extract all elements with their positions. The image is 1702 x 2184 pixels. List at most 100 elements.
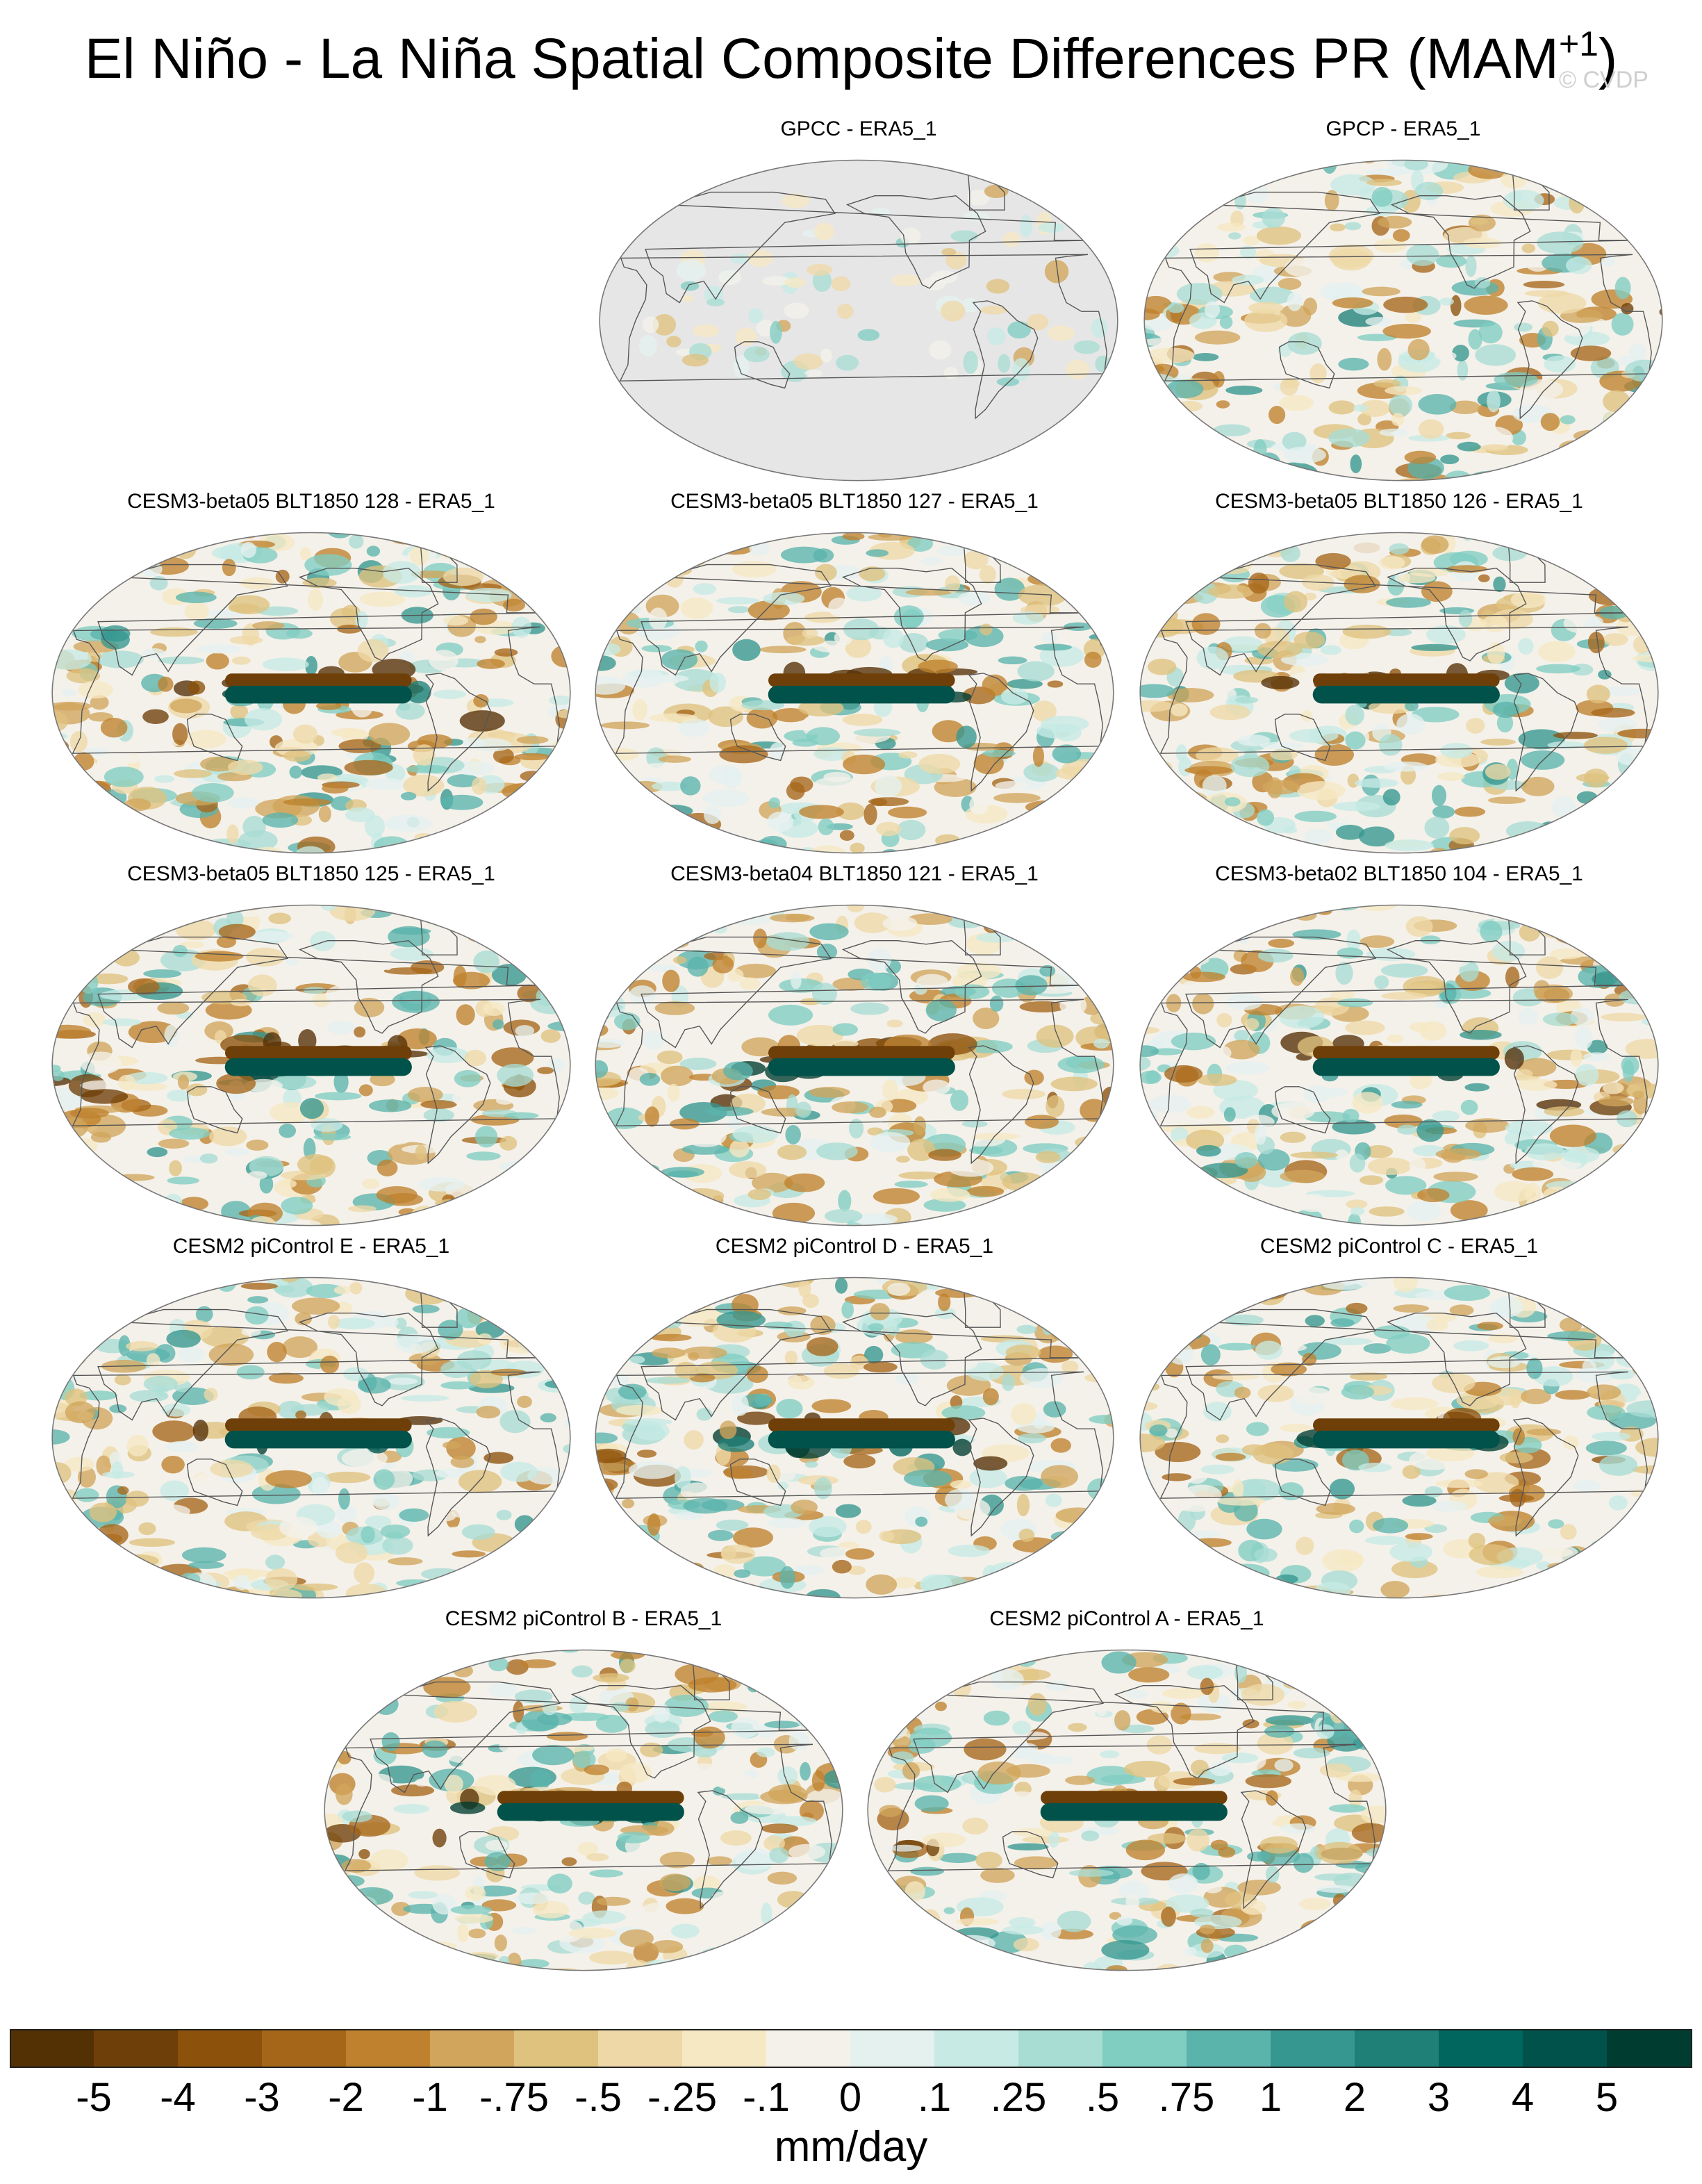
map-panel: CESM2 piControl B - ERA5_1 — [313, 1607, 854, 1996]
colorbar-tick-label: 5 — [1595, 2075, 1619, 2120]
map-panel: GPCC - ERA5_1 — [588, 117, 1130, 506]
map-field — [52, 905, 570, 1226]
map-field — [1140, 1277, 1658, 1598]
colorbar-swatch — [1271, 2029, 1355, 2067]
panel-title: CESM3-beta02 BLT1850 104 - ERA5_1 — [1215, 862, 1583, 885]
colorbar-frame — [10, 2029, 1692, 2068]
colorbar-tick-label: 0 — [838, 2075, 862, 2120]
coastlines — [615, 1291, 1103, 1537]
colorbar-tick-label: 1 — [1259, 2075, 1282, 2120]
world-map — [324, 1649, 843, 1971]
map-panel: CESM2 piControl E - ERA5_1 — [40, 1234, 582, 1623]
map-field — [1140, 532, 1658, 853]
world-map — [867, 1649, 1387, 1971]
colorbar — [10, 2029, 1691, 2068]
colorbar-tick-label: 4 — [1511, 2075, 1535, 2120]
colorbar-swatch — [1355, 2029, 1439, 2067]
coastlines — [72, 919, 560, 1165]
map-panel: GPCP - ERA5_1 — [1132, 117, 1674, 506]
colorbar-tick-label: 3 — [1427, 2075, 1451, 2120]
watermark: © CVDP — [1559, 67, 1649, 93]
panel-title: CESM2 piControl C - ERA5_1 — [1259, 1235, 1539, 1258]
panel-title: CESM2 piControl A - ERA5_1 — [989, 1607, 1264, 1630]
map-panel: CESM2 piControl C - ERA5_1 — [1128, 1234, 1670, 1623]
colorbar-units: mm/day — [774, 2123, 928, 2171]
world-map — [599, 159, 1118, 482]
title-text: El Niño - La Niña Spatial Composite Diff… — [84, 27, 1559, 90]
figure-title: El Niño - La Niña Spatial Composite Diff… — [0, 21, 1702, 97]
world-map — [1139, 904, 1659, 1226]
colorbar-tick-label: -.75 — [479, 2075, 549, 2120]
colorbar-tick-label: -1 — [412, 2075, 448, 2120]
map-panel: CESM2 piControl A - ERA5_1 — [856, 1607, 1398, 1996]
panel-title: CESM3-beta05 BLT1850 128 - ERA5_1 — [127, 490, 495, 513]
colorbar-swatch — [1187, 2029, 1271, 2067]
colorbar-tick-label: 2 — [1343, 2075, 1366, 2120]
panel-title: GPCC - ERA5_1 — [780, 117, 937, 140]
panel-title: CESM2 piControl B - ERA5_1 — [445, 1607, 722, 1630]
colorbar-swatch — [1018, 2029, 1103, 2067]
colorbar-tick-label: -.1 — [743, 2075, 790, 2120]
panel-title: CESM3-beta05 BLT1850 126 - ERA5_1 — [1215, 490, 1583, 513]
colorbar-tick-label: -2 — [328, 2075, 364, 2120]
coastlines — [1164, 174, 1652, 420]
map-panel: CESM2 piControl D - ERA5_1 — [584, 1234, 1125, 1623]
world-map — [1139, 532, 1659, 854]
panel-title: CESM3-beta04 BLT1850 121 - ERA5_1 — [670, 862, 1039, 885]
panel-title: CESM3-beta05 BLT1850 125 - ERA5_1 — [127, 862, 495, 885]
colorbar-swatch — [346, 2029, 431, 2067]
coastlines — [344, 1664, 832, 1910]
world-map — [51, 1276, 571, 1599]
colorbar-swatch — [598, 2029, 683, 2067]
world-map — [51, 532, 571, 854]
coastlines — [887, 1664, 1375, 1910]
title-close: ) — [1598, 27, 1618, 90]
world-map — [595, 904, 1114, 1226]
colorbar-tick-label: .25 — [990, 2075, 1047, 2120]
colorbar-tick-label: .1 — [917, 2075, 952, 2120]
coastlines — [1159, 919, 1648, 1165]
colorbar-swatch — [850, 2029, 935, 2067]
world-map — [1139, 1276, 1659, 1599]
coastlines — [615, 919, 1103, 1165]
map-panel: CESM3-beta04 BLT1850 121 - ERA5_1 — [584, 862, 1125, 1251]
world-map — [595, 1276, 1114, 1599]
colorbar-tick-label: -5 — [76, 2075, 112, 2120]
world-map — [1143, 159, 1663, 482]
colorbar-tick-label: .5 — [1085, 2075, 1120, 2120]
colorbar-swatch — [682, 2029, 767, 2067]
map-field — [595, 905, 1114, 1226]
colorbar-swatch — [1607, 2029, 1691, 2067]
colorbar-swatch — [262, 2029, 347, 2067]
colorbar-swatch — [178, 2029, 263, 2067]
coastlines — [619, 174, 1107, 420]
colorbar-swatch — [10, 2029, 94, 2067]
map-field — [595, 1277, 1114, 1598]
map-field — [52, 1277, 570, 1598]
map-field — [52, 532, 570, 853]
coastlines — [72, 546, 560, 792]
colorbar-swatch — [94, 2029, 179, 2067]
map-panel: CESM3-beta02 BLT1850 104 - ERA5_1 — [1128, 862, 1670, 1251]
colorbar-tick-label: -.5 — [575, 2075, 622, 2120]
colorbar-swatch — [934, 2029, 1019, 2067]
coastlines — [1159, 546, 1648, 792]
map-panel: CESM3-beta05 BLT1850 125 - ERA5_1 — [40, 862, 582, 1251]
map-field — [595, 532, 1114, 853]
colorbar-swatch — [514, 2029, 599, 2067]
map-field — [1144, 160, 1662, 481]
map-field — [1140, 905, 1658, 1226]
map-panel: CESM3-beta05 BLT1850 128 - ERA5_1 — [40, 489, 582, 878]
coastlines — [72, 1291, 560, 1537]
panel-title: CESM3-beta05 BLT1850 127 - ERA5_1 — [670, 490, 1039, 513]
map-field — [868, 1650, 1386, 1971]
colorbar-tick-label: -.25 — [647, 2075, 717, 2120]
map-field — [324, 1650, 843, 1971]
coastlines — [615, 546, 1103, 792]
colorbar-swatch — [766, 2029, 851, 2067]
colorbar-swatch — [1523, 2029, 1608, 2067]
panel-title: CESM2 piControl E - ERA5_1 — [172, 1235, 450, 1258]
map-panel: CESM3-beta05 BLT1850 126 - ERA5_1 — [1128, 489, 1670, 878]
map-field — [600, 160, 1118, 481]
